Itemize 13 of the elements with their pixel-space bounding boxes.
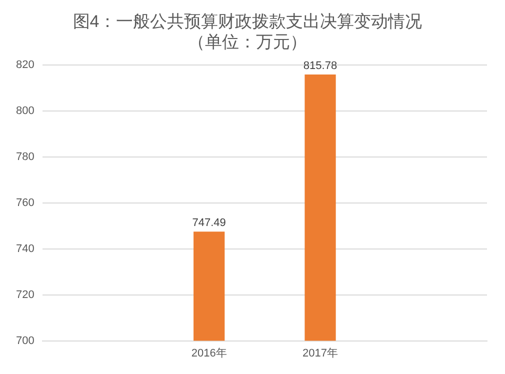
- y-tick-label: 800: [16, 104, 34, 117]
- data-label: 747.49: [192, 217, 226, 230]
- y-tick-label: 700: [16, 334, 34, 347]
- chart-subtitle: （单位：万元）: [188, 32, 307, 52]
- y-tick-label: 720: [16, 288, 34, 301]
- y-tick-label: 780: [16, 150, 34, 163]
- x-tick-label: 2017年: [302, 347, 338, 360]
- y-tick-label: 740: [16, 242, 34, 255]
- chart-title: 图4：一般公共预算财政拨款支出决算变动情况: [72, 12, 422, 31]
- y-tick-label: 760: [16, 196, 34, 209]
- y-tick-label: 820: [16, 58, 34, 71]
- x-tick-label: 2016年: [191, 347, 227, 360]
- data-label: 815.78: [303, 60, 338, 72]
